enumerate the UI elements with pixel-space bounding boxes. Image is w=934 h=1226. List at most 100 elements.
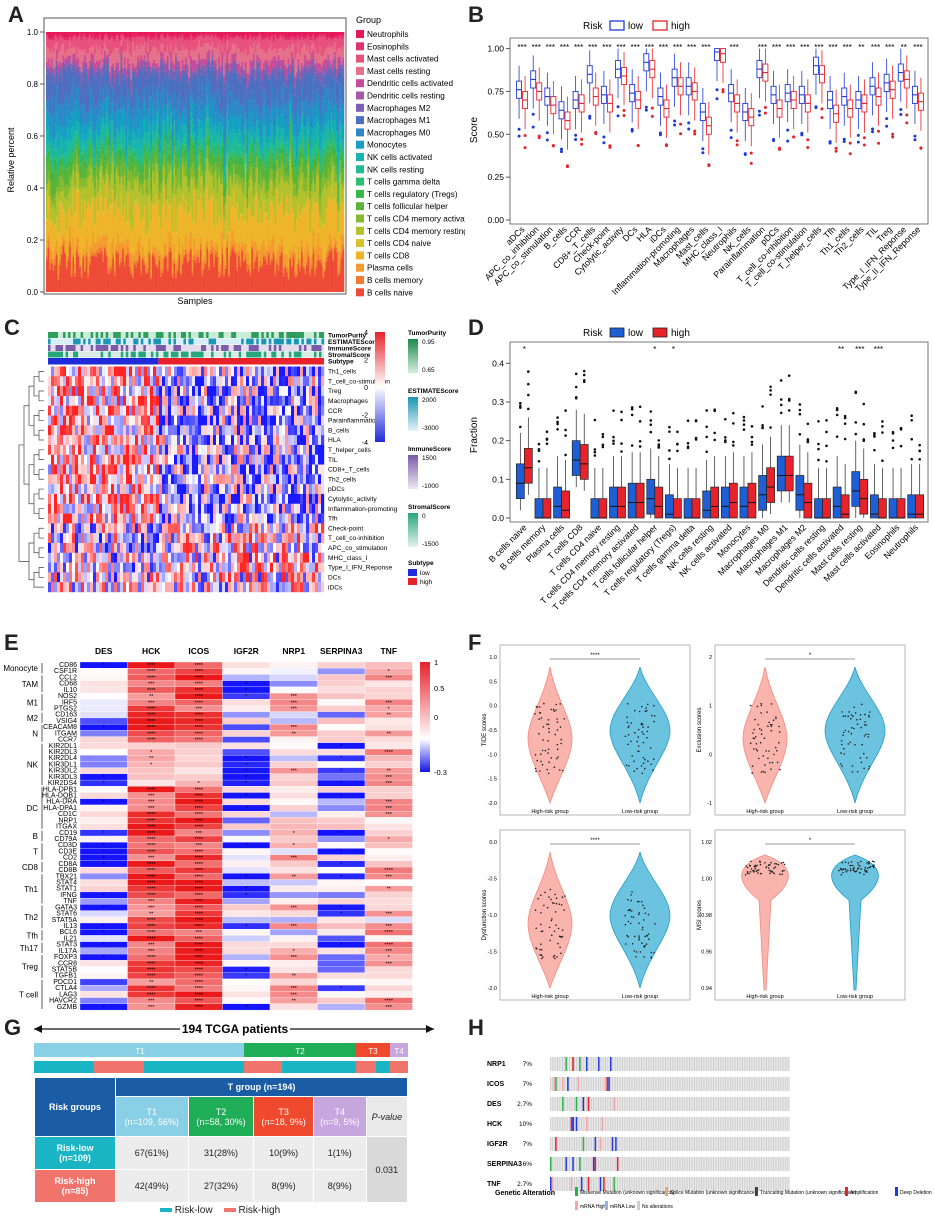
a-legend-label: Dendritic cells activated xyxy=(367,79,453,88)
c-annot-cell xyxy=(316,345,320,351)
a-stack-segment xyxy=(196,32,199,35)
a-stack-segment xyxy=(342,140,345,150)
a-stack-segment xyxy=(332,38,335,50)
a-stack-segment xyxy=(52,73,55,78)
a-stack-segment xyxy=(155,110,158,125)
a-stack-segment xyxy=(295,166,298,172)
a-stack-segment xyxy=(213,129,216,146)
a-stack-segment xyxy=(264,90,267,120)
a-stack-segment xyxy=(196,34,199,38)
a-stack-segment xyxy=(206,75,209,96)
a-stack-segment xyxy=(69,156,72,162)
a-stack-segment xyxy=(241,37,244,40)
b-outlier xyxy=(862,136,866,140)
a-stack-segment xyxy=(70,84,73,113)
a-stack-segment xyxy=(168,36,171,38)
a-stack-segment xyxy=(107,56,110,59)
a-stack-segment xyxy=(92,38,95,45)
a-stack-segment xyxy=(233,60,236,70)
a-stack-segment xyxy=(216,223,219,227)
a-stack-segment xyxy=(325,71,328,76)
a-stack-segment xyxy=(241,132,244,140)
a-stack-segment xyxy=(325,135,328,149)
a-stack-segment xyxy=(307,144,310,157)
a-stack-segment xyxy=(295,32,298,37)
a-stack-segment xyxy=(183,256,186,292)
a-stack-segment xyxy=(92,160,95,167)
a-legend-label: Eosinophils xyxy=(367,42,409,51)
a-stack-segment xyxy=(277,270,280,292)
a-stack-segment xyxy=(277,102,280,119)
a-stack-segment xyxy=(163,63,166,73)
a-stack-segment xyxy=(117,74,120,98)
a-stack-segment xyxy=(201,260,204,271)
a-stack-segment xyxy=(277,243,280,265)
a-stack-segment xyxy=(145,41,148,54)
b-outlier xyxy=(749,161,753,165)
a-stack-segment xyxy=(261,223,264,245)
a-stack-segment xyxy=(292,65,295,70)
c-heat-cell xyxy=(141,376,145,387)
c-annot-cell xyxy=(206,345,209,351)
a-stack-segment xyxy=(57,233,60,236)
a-stack-segment xyxy=(128,221,131,223)
a-stack-segment xyxy=(330,155,333,171)
a-stack-segment xyxy=(335,181,338,204)
a-stack-segment xyxy=(239,183,242,214)
a-stack-segment xyxy=(252,32,255,37)
a-stack-segment xyxy=(140,121,143,141)
a-stack-segment xyxy=(213,36,216,39)
c-annot-cell xyxy=(90,338,94,345)
c-annot-cell xyxy=(55,332,59,338)
a-stack-segment xyxy=(218,57,221,66)
a-stack-segment xyxy=(135,116,138,138)
a-stack-segment xyxy=(229,156,232,161)
b-outlier xyxy=(891,135,895,139)
a-stack-segment xyxy=(221,127,224,136)
a-stack-segment xyxy=(140,37,143,44)
a-stack-segment xyxy=(267,32,270,37)
a-stack-segment xyxy=(214,134,217,143)
a-stack-segment xyxy=(165,184,168,200)
a-stack-segment xyxy=(229,176,232,198)
a-stack-segment xyxy=(84,166,87,180)
a-stack-segment xyxy=(165,254,168,257)
a-stack-segment xyxy=(299,266,302,271)
a-stack-segment xyxy=(266,214,269,250)
a-stack-segment xyxy=(252,197,255,218)
a-stack-segment xyxy=(236,99,239,115)
a-stack-segment xyxy=(130,270,133,275)
a-stack-segment xyxy=(198,120,201,135)
a-stack-segment xyxy=(156,252,159,265)
a-stack-segment xyxy=(309,170,312,179)
a-stack-segment xyxy=(304,155,307,159)
b-ytick-label: 0.25 xyxy=(487,172,504,182)
a-stack-segment xyxy=(191,37,194,40)
c-annot-cell xyxy=(163,338,167,345)
a-stack-segment xyxy=(175,130,178,142)
a-stack-segment xyxy=(52,53,55,69)
a-stack-segment xyxy=(238,48,240,63)
a-stack-segment xyxy=(241,153,244,158)
c-heat-cell xyxy=(291,366,295,377)
a-stack-segment xyxy=(287,152,290,161)
a-stack-segment xyxy=(148,39,151,55)
a-stack-segment xyxy=(113,70,116,79)
a-stack-segment xyxy=(173,243,176,259)
a-stack-segment xyxy=(105,125,108,133)
c-annot-cell xyxy=(175,345,179,351)
a-stack-segment xyxy=(271,101,274,124)
b-outlier xyxy=(735,139,739,143)
a-stack-segment xyxy=(201,211,204,261)
a-stack-segment xyxy=(213,48,216,61)
a-stack-segment xyxy=(90,90,93,115)
a-stack-segment xyxy=(107,132,110,138)
a-stack-segment xyxy=(163,32,166,38)
a-stack-segment xyxy=(171,277,174,292)
c-heat-cell xyxy=(180,366,184,377)
c-annot-cell xyxy=(261,338,264,345)
a-stack-segment xyxy=(97,163,100,167)
a-stack-segment xyxy=(294,272,297,278)
a-stack-segment xyxy=(335,81,338,104)
a-stack-segment xyxy=(199,243,202,250)
